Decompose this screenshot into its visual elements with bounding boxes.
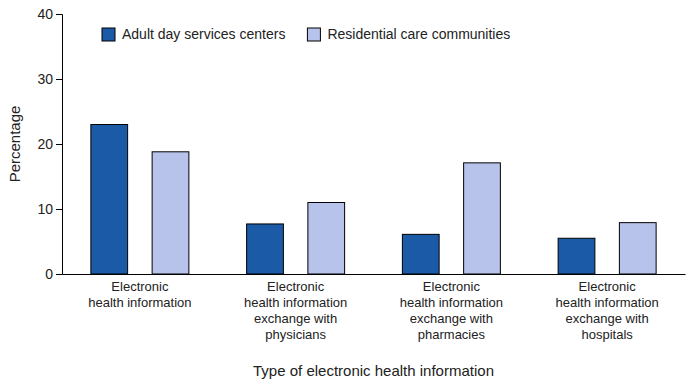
bar (308, 203, 345, 275)
legend-swatch (102, 28, 115, 41)
bar (619, 223, 656, 274)
legend-label: Adult day services centers (122, 26, 285, 42)
y-tick: 10 (37, 201, 62, 217)
legend-item: Adult day services centers (102, 26, 285, 42)
x-axis-line (63, 274, 686, 275)
y-tick: 0 (45, 266, 62, 282)
y-tick-label: 0 (45, 266, 53, 282)
bar (91, 125, 128, 275)
x-axis: Electronichealth information Electroniche… (63, 274, 686, 342)
y-tick-label: 10 (37, 201, 53, 217)
legend: Adult day services centers Residential ca… (102, 26, 510, 42)
x-tick-label: Electronichealth informationexchange wit… (555, 279, 658, 342)
bar (558, 238, 595, 274)
legend-swatch (307, 28, 320, 41)
chart: 010203040Electronichealth informationEle… (0, 0, 693, 384)
x-tick-label: Electronichealth information (88, 279, 191, 310)
x-tick-label: Electronichealth informationexchange wit… (244, 279, 347, 342)
x-tick: Electronichealth informationexchange wit… (244, 274, 347, 342)
bar (152, 152, 189, 274)
x-tick: Electronichealth information (88, 274, 191, 310)
y-tick: 20 (37, 136, 62, 152)
y-axis: 0 10 20 30 40 (37, 6, 62, 282)
bar (247, 224, 284, 274)
y-tick-label: 40 (37, 6, 53, 22)
legend-label: Residential care communities (327, 26, 510, 42)
x-tick: Electronichealth informationexchange wit… (555, 274, 658, 342)
x-tick-label: Electronichealth informationexchange wit… (400, 279, 503, 342)
x-axis-title: Type of electronic health information (253, 362, 494, 379)
y-tick-mark (56, 79, 62, 80)
y-tick: 30 (37, 71, 62, 87)
y-axis-title: Percentage (6, 106, 23, 183)
bars (91, 125, 656, 275)
legend-item: Residential care communities (307, 26, 510, 42)
y-tick-mark (56, 274, 62, 275)
y-tick-mark (56, 144, 62, 145)
x-tick: Electronichealth informationexchange wit… (400, 274, 503, 342)
y-tick-mark (56, 14, 62, 15)
bar (464, 163, 501, 274)
bar (402, 234, 439, 274)
y-tick-label: 20 (37, 136, 53, 152)
y-tick: 40 (37, 6, 62, 22)
y-axis-line (56, 15, 63, 275)
y-tick-label: 30 (37, 71, 53, 87)
y-tick-mark (56, 209, 62, 210)
